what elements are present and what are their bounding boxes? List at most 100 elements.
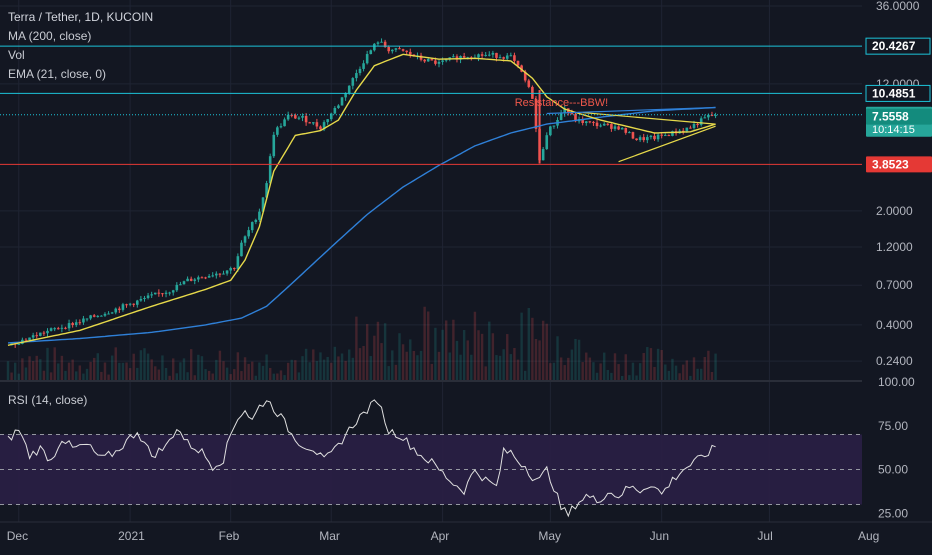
- volume-bar: [136, 367, 139, 380]
- candle: [261, 196, 265, 213]
- indicator-ma-label[interactable]: MA (200, close): [8, 29, 92, 43]
- candle: [401, 48, 405, 52]
- volume-bar: [495, 355, 498, 380]
- candle-body: [100, 315, 103, 317]
- volume-bar: [437, 351, 441, 380]
- volume-bar: [383, 323, 387, 380]
- candle-body: [182, 281, 186, 285]
- candle: [689, 125, 692, 129]
- candle-body: [441, 60, 444, 62]
- candle-body: [308, 122, 311, 124]
- candle: [703, 114, 707, 119]
- volume-bar: [326, 356, 329, 380]
- candle-body: [523, 71, 527, 81]
- candle-body: [56, 328, 60, 330]
- candle: [118, 306, 121, 313]
- candle-body: [383, 41, 387, 48]
- volume-bar: [107, 374, 110, 380]
- candle: [85, 318, 89, 322]
- candle-body: [215, 273, 218, 276]
- candle: [96, 315, 100, 318]
- candle: [462, 52, 466, 58]
- volume-bar: [75, 371, 78, 380]
- candle-body: [369, 50, 373, 55]
- candle-body: [592, 121, 595, 123]
- candle: [24, 338, 28, 341]
- candle-body: [132, 303, 136, 305]
- candle-body: [588, 121, 592, 123]
- candle: [215, 271, 218, 279]
- candle: [136, 299, 139, 308]
- candle-body: [552, 125, 556, 127]
- volume-bar: [110, 355, 114, 380]
- candle-body: [462, 56, 466, 58]
- price-label-box: [865, 37, 931, 55]
- candle-body: [121, 304, 125, 310]
- candle-body: [484, 54, 487, 56]
- candle: [21, 337, 24, 345]
- candle-body: [204, 277, 207, 279]
- candle-body: [143, 297, 146, 299]
- candle-body: [667, 135, 671, 137]
- volume-bar: [57, 363, 60, 380]
- volume-bar: [473, 311, 477, 380]
- candle-body: [613, 126, 617, 129]
- price-label: [866, 108, 932, 125]
- volume-bar: [82, 373, 85, 380]
- volume-bar: [279, 370, 283, 380]
- volume-bar: [538, 340, 541, 380]
- volume-bar: [333, 346, 337, 380]
- volume-bar: [168, 375, 171, 380]
- candle-body: [229, 268, 232, 271]
- candle: [132, 303, 136, 308]
- volume-bar: [484, 366, 487, 380]
- indicator-rsi-label[interactable]: RSI (14, close): [8, 393, 88, 407]
- indicator-ema-label[interactable]: EMA (21, close, 0): [8, 67, 107, 81]
- volume-bar: [692, 357, 696, 380]
- candle-body: [279, 126, 283, 128]
- volume-bar: [89, 361, 92, 380]
- candle-body: [660, 134, 663, 136]
- candle-body: [207, 276, 211, 278]
- volume-bar: [394, 364, 398, 380]
- candle: [186, 276, 189, 282]
- volume-bar: [85, 368, 89, 380]
- candle-body: [333, 107, 337, 114]
- candle: [222, 270, 225, 275]
- indicator-vol-label[interactable]: Vol: [8, 48, 25, 62]
- candle-body: [624, 127, 628, 133]
- candle: [225, 270, 229, 276]
- volume-bar: [610, 372, 613, 380]
- candle: [114, 307, 118, 315]
- volume-bar: [358, 348, 362, 380]
- volume-bar: [290, 359, 293, 380]
- volume-bar: [114, 347, 117, 380]
- candle-body: [606, 123, 610, 125]
- volume-bar: [689, 375, 692, 380]
- volume-bar: [628, 375, 631, 380]
- volume-bar: [699, 368, 703, 380]
- volume-bar: [649, 348, 653, 380]
- volume-bar: [276, 373, 279, 380]
- candle-body: [351, 78, 355, 86]
- volume-bar: [380, 343, 383, 380]
- volume-bar: [682, 364, 685, 380]
- candle-body: [136, 300, 139, 305]
- time-tick-label: Dec: [7, 529, 28, 543]
- candle-body: [82, 318, 85, 323]
- volume-bar: [581, 362, 584, 380]
- volume-bar: [427, 311, 430, 380]
- volume-bar: [412, 350, 416, 380]
- time-tick-label: Apr: [431, 529, 450, 543]
- candle-body: [681, 130, 685, 132]
- candle-body: [258, 211, 261, 220]
- symbol-title[interactable]: Terra / Tether, 1D, KUCOIN: [8, 10, 154, 24]
- candle-body: [405, 50, 408, 52]
- candle-body: [92, 315, 96, 317]
- candle-body: [150, 294, 153, 296]
- candle-body: [283, 119, 286, 127]
- volume-bar: [17, 373, 20, 380]
- volume-bar: [261, 365, 265, 380]
